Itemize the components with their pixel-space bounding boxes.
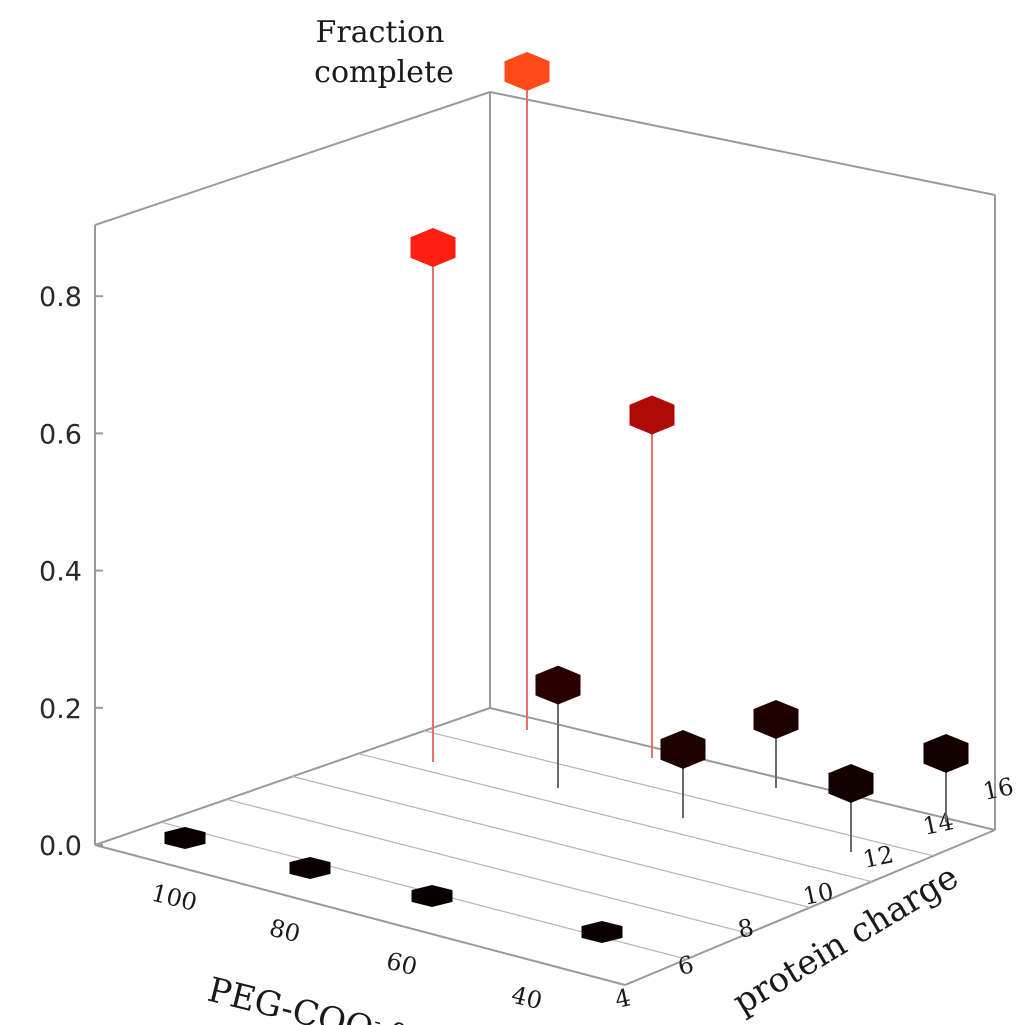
x-tick-label: 40 bbox=[509, 981, 545, 1016]
data-point-marker bbox=[289, 856, 331, 880]
stems bbox=[432, 85, 947, 852]
floor-grid-line bbox=[292, 775, 811, 909]
x-tick-label: 100 bbox=[149, 879, 200, 917]
axis-ticks: 0.0 0.2 0.4 0.6 0.8 100 80 60 40 4 6 8 10 12 14 16 bbox=[39, 282, 1016, 1015]
data-point-marker bbox=[629, 395, 675, 435]
z-tick-label: 0.6 bbox=[39, 419, 82, 450]
y-tick-label: 10 bbox=[800, 877, 836, 911]
floor-grid-line bbox=[226, 798, 749, 934]
data-point-marker bbox=[923, 733, 969, 773]
y-tick-label: 8 bbox=[735, 913, 756, 944]
y-axis-label: protein charge bbox=[726, 857, 965, 1023]
floor-grid-line bbox=[358, 753, 872, 883]
data-point-marker bbox=[828, 763, 874, 803]
z-tick-label: 0.8 bbox=[39, 282, 82, 313]
data-point-marker bbox=[581, 920, 623, 944]
markers bbox=[164, 51, 969, 944]
data-point-marker bbox=[535, 665, 581, 705]
y-tick-label: 16 bbox=[980, 772, 1016, 806]
z-tick-label: 0.4 bbox=[39, 557, 82, 588]
x-axis-label: PEG-COO- % bbox=[204, 968, 426, 1025]
data-point-marker bbox=[411, 884, 453, 908]
data-point-marker bbox=[660, 729, 706, 769]
floor-back-edge bbox=[489, 707, 996, 831]
frame-top-right-edge bbox=[489, 91, 996, 196]
data-point-marker bbox=[753, 699, 799, 739]
x-tick-label: 80 bbox=[267, 914, 303, 949]
floor-front-edge bbox=[94, 844, 626, 986]
data-point-marker bbox=[164, 826, 206, 850]
z-tick-label: 0.0 bbox=[39, 831, 82, 862]
frame-top-left-edge bbox=[94, 91, 491, 226]
y-tick-label: 12 bbox=[860, 840, 896, 874]
data-point-marker bbox=[504, 51, 550, 91]
axes-frame bbox=[94, 91, 996, 986]
x-tick-label: 60 bbox=[384, 947, 420, 982]
data-point-marker bbox=[410, 228, 456, 267]
y-tick-label: 6 bbox=[675, 950, 696, 981]
z-tick-label: 0.2 bbox=[39, 694, 82, 725]
y-tick-label: 14 bbox=[920, 807, 956, 841]
z-axis-title-line-2: complete bbox=[314, 55, 454, 90]
floor-grid-line bbox=[424, 730, 934, 857]
y-tick-label: 4 bbox=[612, 983, 633, 1014]
z-axis-title-line-1: Fraction bbox=[316, 15, 445, 50]
